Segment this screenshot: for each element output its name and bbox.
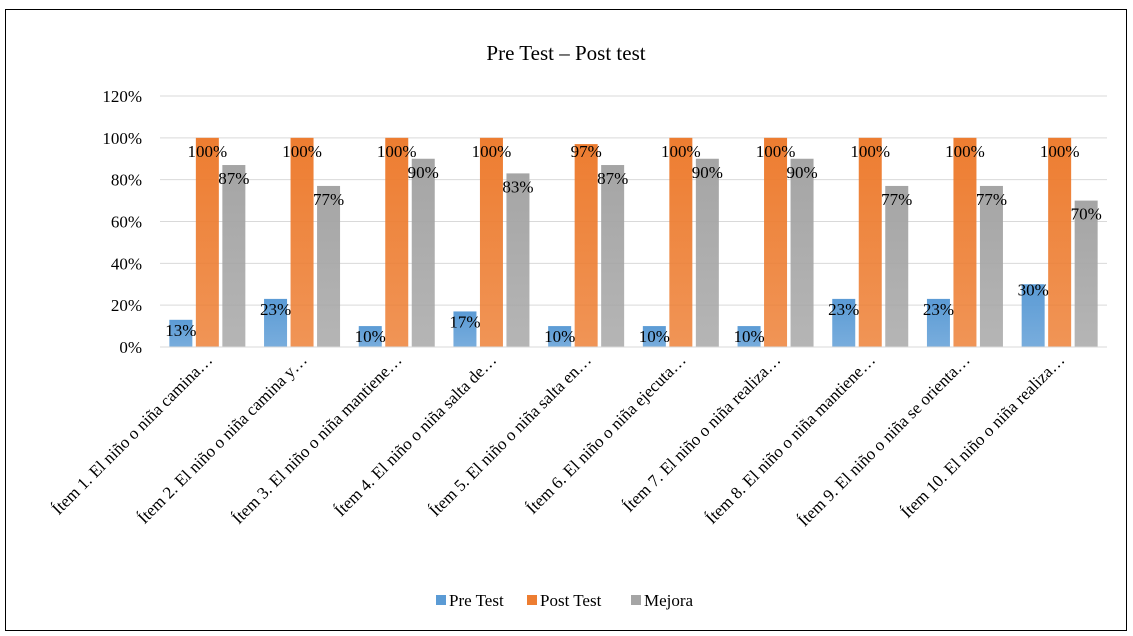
x-tick-label: Ítem 1. El niño o niña camina… <box>48 350 216 518</box>
data-label: 100% <box>661 142 701 161</box>
data-label: 23% <box>828 300 859 319</box>
bar-mejora <box>1074 200 1098 347</box>
y-tick-label: 100% <box>102 129 142 148</box>
bar-mejora <box>222 165 246 347</box>
data-label: 30% <box>1018 280 1049 299</box>
data-label: 97% <box>571 142 602 161</box>
data-label: 17% <box>449 312 480 331</box>
bar-mejora <box>601 165 625 347</box>
legend-swatch <box>631 595 641 605</box>
data-label: 100% <box>850 142 890 161</box>
chart-title: Pre Test – Post test <box>486 41 645 65</box>
data-label: 90% <box>692 163 723 182</box>
x-tick-label: Ítem 9. El niño o niña se orienta… <box>794 350 974 530</box>
y-tick-label: 40% <box>111 254 142 273</box>
data-label: 100% <box>945 142 985 161</box>
data-label: 100% <box>188 142 228 161</box>
bar-post-test <box>195 137 219 347</box>
data-label: 90% <box>408 163 439 182</box>
x-tick-label: Ítem 10. El niño o niña realiza… <box>897 350 1068 521</box>
legend-label: Pre Test <box>449 591 504 610</box>
data-label: 10% <box>733 327 764 346</box>
bar-pre-test <box>264 298 288 347</box>
bar-mejora <box>506 173 530 347</box>
data-label: 100% <box>282 142 322 161</box>
bar-post-test <box>953 137 977 347</box>
bar-post-test <box>479 137 503 347</box>
bar-mejora <box>317 185 341 347</box>
bar-pre-test <box>358 326 382 347</box>
legend-label: Post Test <box>540 591 602 610</box>
data-label: 10% <box>355 327 386 346</box>
bar-pre-test <box>926 298 950 347</box>
data-label: 70% <box>1071 205 1102 224</box>
bar-post-test <box>290 137 314 347</box>
bar-pre-test <box>1021 284 1045 347</box>
data-label: 23% <box>260 300 291 319</box>
bar-pre-test <box>642 326 666 347</box>
x-tick-label: Ítem 6. El niño o niña ejecuta… <box>522 350 689 517</box>
bar-post-test <box>1048 137 1072 347</box>
bar-pre-test <box>737 326 761 347</box>
data-label: 77% <box>881 190 912 209</box>
x-tick-label: Ítem 8. El niño o niña mantiene… <box>702 350 879 527</box>
bar-post-test <box>574 144 598 347</box>
bar-pre-test <box>169 319 193 347</box>
bar-pre-test <box>548 326 572 347</box>
bar-pre-test <box>832 298 856 347</box>
x-tick-label: Ítem 5. El niño o niña salta en… <box>425 350 595 520</box>
bar-post-test <box>764 137 788 347</box>
data-label: 100% <box>756 142 796 161</box>
data-label: 23% <box>923 300 954 319</box>
legend-swatch <box>527 595 537 605</box>
bar-mejora <box>790 158 814 347</box>
legend-swatch <box>436 595 446 605</box>
data-label: 83% <box>502 177 533 196</box>
data-label: 87% <box>218 169 249 188</box>
data-label: 10% <box>544 327 575 346</box>
x-tick-label: Ítem 2. El niño o niña camina y… <box>134 350 311 527</box>
data-label: 13% <box>165 321 196 340</box>
bar-mejora <box>695 158 719 347</box>
y-tick-label: 120% <box>102 87 142 106</box>
bar-post-test <box>858 137 882 347</box>
bar-pre-test <box>453 311 477 347</box>
data-label: 77% <box>313 190 344 209</box>
data-label: 10% <box>639 327 670 346</box>
bar-mejora <box>979 185 1003 347</box>
data-label: 87% <box>597 169 628 188</box>
legend-label: Mejora <box>644 591 694 610</box>
data-label: 77% <box>976 190 1007 209</box>
y-tick-label: 80% <box>111 171 142 190</box>
bar-post-test <box>385 137 409 347</box>
x-tick-label: Ítem 4. El niño o niña salta de… <box>331 350 501 520</box>
y-tick-label: 60% <box>111 213 142 232</box>
data-label: 100% <box>1040 142 1080 161</box>
data-label: 90% <box>786 163 817 182</box>
bar-mejora <box>885 185 909 347</box>
bar-mejora <box>411 158 435 347</box>
x-tick-label: Ítem 3. El niño o niña mantiene… <box>228 350 405 527</box>
x-tick-label: Ítem 7. El niño o niña realiza… <box>619 350 784 515</box>
bar-post-test <box>669 137 693 347</box>
data-label: 100% <box>377 142 417 161</box>
y-tick-label: 20% <box>111 296 142 315</box>
y-tick-label: 0% <box>119 338 142 357</box>
data-label: 100% <box>472 142 512 161</box>
